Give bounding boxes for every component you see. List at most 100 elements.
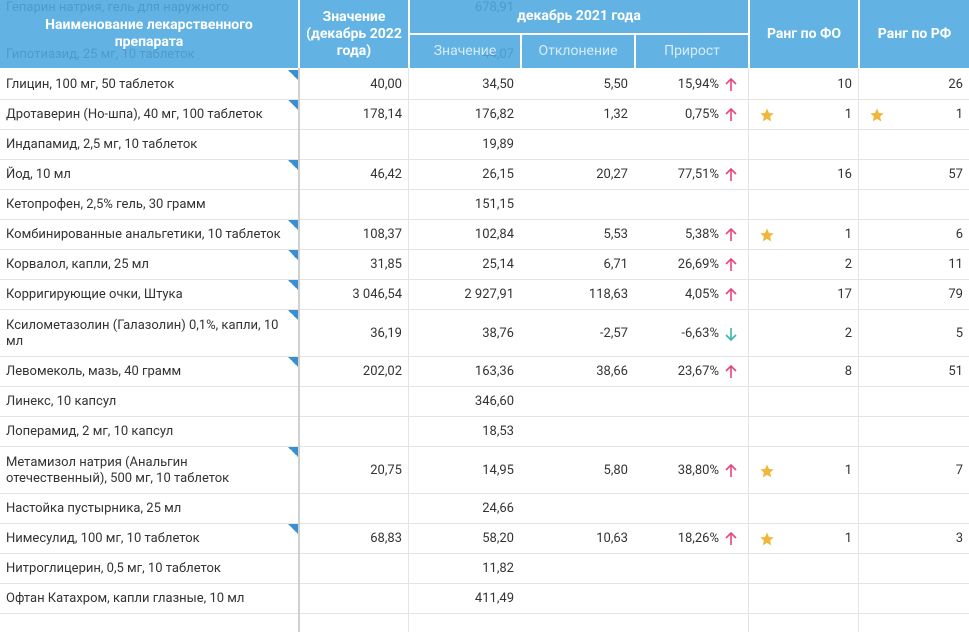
cell-value: 24,66: [482, 501, 514, 516]
drug-name: Индапамид, 2,5 мг, 10 таблеток: [6, 137, 198, 152]
drug-name: Глицин, 100 мг, 50 таблеток: [6, 77, 175, 92]
cell-value: 36,19: [370, 325, 402, 341]
cell-value: 3: [955, 531, 963, 546]
corner-flag: [288, 447, 298, 457]
cell-value: 10: [837, 77, 852, 92]
arrow-up: [724, 167, 738, 183]
header-cell: Отклонение: [522, 35, 634, 68]
corner-flag: [288, 70, 298, 80]
star: [759, 107, 775, 123]
cell-value: 5,53: [603, 227, 628, 242]
cell-value: 1,32: [603, 107, 628, 122]
arrow-up: [724, 364, 738, 380]
row-line: [0, 416, 969, 417]
row-line: [0, 159, 969, 160]
row-line: [0, 386, 969, 387]
column-divider: [748, 68, 749, 632]
row-line: [0, 446, 969, 447]
cell-value: 6,71: [603, 257, 628, 272]
drug-name: Левомеколь, мазь, 40 грамм: [6, 364, 182, 379]
cell-value: 77,51%: [677, 167, 719, 182]
cell-value: -2,57: [599, 325, 628, 341]
arrow-up: [724, 463, 738, 479]
star: [869, 107, 885, 123]
drug-name: Корригирующие очки, Штука: [6, 287, 183, 302]
arrow-up: [724, 287, 738, 303]
row-line: [0, 279, 969, 280]
cell-value: 25,14: [482, 257, 514, 272]
cell-value: 178,14: [362, 107, 402, 122]
cell-value: 5,80: [603, 462, 628, 478]
cell-value: 38,80%: [677, 462, 719, 478]
cell-value: 11: [948, 257, 963, 272]
cell-value: 7: [955, 462, 963, 478]
cell-value: 79: [948, 287, 963, 302]
row-line: [0, 523, 969, 524]
row-line: [0, 189, 969, 190]
cell-value: 31,85: [370, 257, 402, 272]
cell-value: 411,49: [474, 591, 514, 606]
row-line: [0, 613, 969, 614]
cell-value: -6,63%: [681, 325, 719, 341]
cell-value: 202,02: [362, 364, 402, 379]
cell-value: 11,82: [482, 561, 514, 576]
corner-flag: [288, 524, 298, 534]
drug-name: Нимесулид, 100 мг, 10 таблеток: [6, 531, 200, 546]
row-line: [0, 309, 969, 310]
cell-value: 20,27: [596, 167, 628, 182]
corner-flag: [288, 100, 298, 110]
corner-flag: [288, 220, 298, 230]
arrow-up: [724, 227, 738, 243]
cell-value: 51: [948, 364, 963, 379]
cell-value: 2: [844, 325, 852, 341]
drug-name: Корвалол, капли, 25 мл: [6, 257, 149, 272]
cell-value: 4,05%: [685, 287, 719, 302]
star: [759, 227, 775, 243]
column-divider: [408, 68, 409, 632]
row-line: [0, 99, 969, 100]
cell-value: 15,94%: [677, 77, 719, 92]
cell-value: 5,38%: [685, 227, 719, 242]
header-cell: Ранг по ФО: [750, 0, 858, 68]
column-divider: [298, 68, 300, 632]
cell-value: 151,15: [474, 197, 514, 212]
cell-value: 108,37: [362, 227, 402, 242]
drug-name: Комбинированные анальгетики, 10 таблеток: [6, 227, 281, 242]
cell-value: 20,75: [370, 462, 402, 478]
drug-name: Линекс, 10 капсул: [6, 394, 117, 409]
arrow-up: [724, 107, 738, 123]
row-line: [0, 356, 969, 357]
drug-name: Кетопрофен, 2,5% гель, 30 грамм: [6, 197, 206, 212]
star: [759, 463, 775, 479]
cell-value: 1: [955, 107, 963, 122]
header-cell: Значение (декабрь 2022 года): [300, 0, 408, 68]
cell-value: 58,20: [482, 531, 514, 546]
cell-value: 118,63: [588, 287, 628, 302]
corner-flag: [288, 250, 298, 260]
arrow-down: [724, 326, 738, 342]
cell-value: 40,00: [370, 77, 402, 92]
drug-name: Йод, 10 мл: [6, 167, 71, 182]
row-line: [0, 553, 969, 554]
cell-value: 19,89: [482, 137, 514, 152]
drug-name: Настойка пустырника, 25 мл: [6, 501, 182, 516]
corner-flag: [288, 310, 298, 320]
drug-name: Ксилометазолин (Галазолин) 0,1%, капли, …: [6, 317, 279, 349]
cell-value: 17: [837, 287, 852, 302]
cell-value: 34,50: [482, 77, 514, 92]
cell-value: 1: [844, 531, 852, 546]
cell-value: 5: [955, 325, 963, 341]
cell-value: 46,42: [370, 167, 402, 182]
cell-value: 1: [844, 107, 852, 122]
header-cell: Прирост: [636, 35, 748, 68]
cell-value: 10,63: [596, 531, 628, 546]
cell-value: 176,82: [474, 107, 514, 122]
cell-value: 23,67%: [677, 364, 719, 379]
cell-value: 14,95: [482, 462, 514, 478]
header-cell: декабрь 2021 года: [410, 0, 748, 33]
cell-value: 102,84: [474, 227, 514, 242]
row-line: [0, 493, 969, 494]
row-line: [0, 219, 969, 220]
